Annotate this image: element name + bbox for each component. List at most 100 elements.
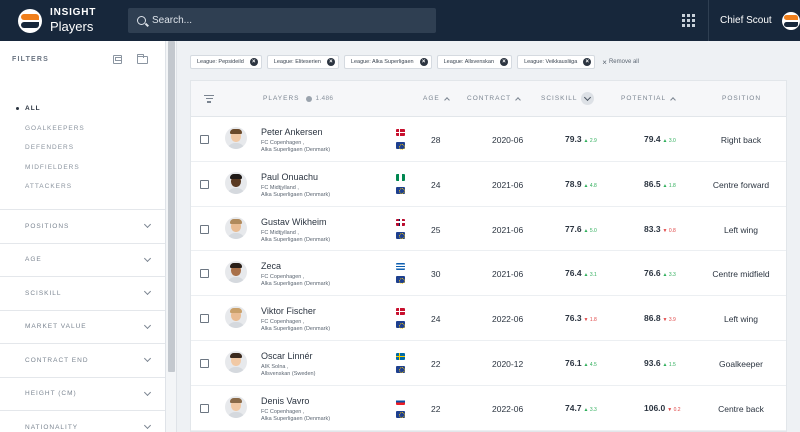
players-table: PLAYERS 1.486 AGE CONTRACT SCISKILL POTE… <box>190 80 787 432</box>
close-icon[interactable]: × <box>326 58 335 66</box>
sort-up-icon <box>515 96 521 103</box>
section-title: Players <box>50 19 94 34</box>
search-input[interactable] <box>152 15 422 26</box>
player-potential: 83.3 ▼ 0.8 <box>644 224 676 234</box>
user-menu[interactable]: Chief Scout <box>720 0 800 41</box>
header-contract[interactable]: CONTRACT <box>467 95 521 103</box>
close-icon[interactable]: × <box>583 58 592 66</box>
save-icon[interactable] <box>113 55 122 64</box>
player-club: AIK Solna , <box>261 363 289 370</box>
player-name[interactable]: Peter Ankersen <box>261 127 323 137</box>
column-filter-icon[interactable] <box>204 95 214 105</box>
table-row[interactable]: Oscar Linnér AIK Solna , Allsvenskan (Swed… <box>191 341 786 386</box>
player-name[interactable]: Denis Vavro <box>261 395 310 406</box>
player-age: 30 <box>431 269 441 280</box>
player-potential: 76.6 ▲ 3.3 <box>644 268 676 278</box>
remove-all-button[interactable]: × Remove all <box>602 58 639 67</box>
sciskill-delta: ▲ 2.9 <box>583 138 597 144</box>
header-position[interactable]: POSITION <box>722 95 762 102</box>
header-age[interactable]: AGE <box>423 95 450 103</box>
position-filter-attackers[interactable]: ATTACKERS <box>25 183 73 191</box>
apps-grid-icon[interactable] <box>682 14 695 27</box>
row-checkbox[interactable] <box>200 179 209 189</box>
row-checkbox[interactable] <box>200 314 209 324</box>
position-filter-all[interactable]: ALL <box>0 99 165 119</box>
top-bar: INSIGHT Players Chief Scout <box>0 0 800 41</box>
filters-sidebar: FILTERS ALL GOALKEEPERS DEFENDERS MIDFIELDE… <box>0 41 166 432</box>
filter-group-positions[interactable]: POSITIONS <box>0 209 165 243</box>
table-row[interactable]: Paul Onuachu FC Midtjylland , Alka Superli… <box>191 162 786 207</box>
filter-group-market-value[interactable]: MARKET VALUE <box>0 309 165 344</box>
player-avatar <box>225 350 247 373</box>
table-row[interactable]: Zeca FC Copenhagen , Alka Superligaen (Den… <box>191 251 786 297</box>
folder-icon[interactable] <box>137 54 148 64</box>
filter-group-nationality[interactable]: NATIONALITY <box>0 410 165 432</box>
filter-group-contract-end[interactable]: CONTRACT END <box>0 343 165 377</box>
player-age: 22 <box>431 403 441 414</box>
position-filter-goalkeepers[interactable]: GOALKEEPERS <box>25 124 85 132</box>
player-sciskill: 77.6 ▲ 5.0 <box>565 224 597 234</box>
filter-group-height-cm[interactable]: HEIGHT (CM) <box>0 376 165 411</box>
players-count: 1.486 <box>315 95 334 102</box>
header-potential[interactable]: POTENTIAL <box>621 95 676 103</box>
player-name[interactable]: Paul Onuachu <box>261 171 319 182</box>
chevron-down-icon <box>143 321 152 329</box>
player-potential: 93.6 ▲ 1.5 <box>644 358 676 368</box>
insight-logo-icon <box>18 8 42 33</box>
row-checkbox[interactable] <box>200 224 209 234</box>
eu-flag-icon <box>396 365 405 374</box>
close-icon[interactable]: × <box>419 58 428 66</box>
sciskill-value: 77.6 <box>565 223 582 234</box>
row-checkbox[interactable] <box>200 269 209 279</box>
table-row[interactable]: Denis Vavro FC Copenhagen , Alka Superliga… <box>191 386 786 431</box>
sciskill-delta: ▲ 4.5 <box>583 361 597 368</box>
filter-group-label: NATIONALITY <box>25 423 79 431</box>
user-name: Chief Scout <box>720 15 772 26</box>
filter-chip-label: League: Alka Superligaen <box>350 59 414 65</box>
table-row[interactable]: Viktor Fischer FC Copenhagen , Alka Superl… <box>191 296 786 341</box>
player-name[interactable]: Oscar Linnér <box>261 350 313 361</box>
player-contract: 2021-06 <box>492 224 524 235</box>
potential-value: 79.4 <box>644 134 661 144</box>
sidebar-scroll-thumb[interactable] <box>168 41 175 372</box>
filter-group-sciskill[interactable]: SCISKILL <box>0 276 165 310</box>
close-icon[interactable]: × <box>500 58 509 66</box>
player-avatar <box>225 216 247 239</box>
potential-value: 86.8 <box>644 313 661 324</box>
player-contract: 2020-06 <box>492 135 524 145</box>
player-age: 28 <box>431 135 441 145</box>
player-name[interactable]: Zeca <box>261 261 282 272</box>
table-row[interactable]: Peter Ankersen FC Copenhagen , Alka Superl… <box>191 117 786 162</box>
eu-flag-icon <box>396 321 405 329</box>
player-club: FC Copenhagen , <box>261 319 305 326</box>
sciskill-delta: ▲ 3.1 <box>583 272 597 279</box>
position-list: ALL GOALKEEPERS DEFENDERS MIDFIELDERS ATTACK… <box>0 77 165 197</box>
eu-flag-icon <box>396 186 405 195</box>
player-name[interactable]: Gustav Wikheim <box>261 216 327 227</box>
table-row[interactable]: Gustav Wikheim FC Midtjylland , Alka Super… <box>191 207 786 252</box>
row-checkbox[interactable] <box>200 135 209 144</box>
row-checkbox[interactable] <box>200 403 209 413</box>
nationality-flag-icon <box>396 173 405 181</box>
player-contract: 2021-06 <box>492 179 524 190</box>
potential-delta: ▲ 1.8 <box>662 182 676 189</box>
player-position: Left wing <box>723 224 759 235</box>
position-filter-midfielders[interactable]: MIDFIELDERS <box>25 163 80 171</box>
filter-group-age[interactable]: AGE <box>0 242 165 277</box>
brand[interactable]: INSIGHT Players <box>0 8 127 33</box>
chevron-down-icon <box>143 220 152 229</box>
player-position: Centre back <box>718 403 764 414</box>
player-name[interactable]: Viktor Fischer <box>261 306 316 317</box>
player-potential: 79.4 ▲ 3.0 <box>644 134 676 144</box>
filter-chip-label: League: Eliteserien <box>273 59 321 65</box>
potential-delta: ▲ 3.0 <box>662 138 676 144</box>
header-sciskill[interactable]: SCISKILL <box>541 92 594 105</box>
player-club: FC Copenhagen , <box>261 274 305 281</box>
close-icon[interactable]: × <box>249 58 258 66</box>
search-bar[interactable] <box>128 8 436 33</box>
brand-name: INSIGHT <box>50 7 97 18</box>
row-checkbox[interactable] <box>200 358 209 368</box>
player-age: 22 <box>431 358 441 369</box>
header-players[interactable]: PLAYERS 1.486 <box>263 95 334 102</box>
position-filter-defenders[interactable]: DEFENDERS <box>25 144 75 152</box>
